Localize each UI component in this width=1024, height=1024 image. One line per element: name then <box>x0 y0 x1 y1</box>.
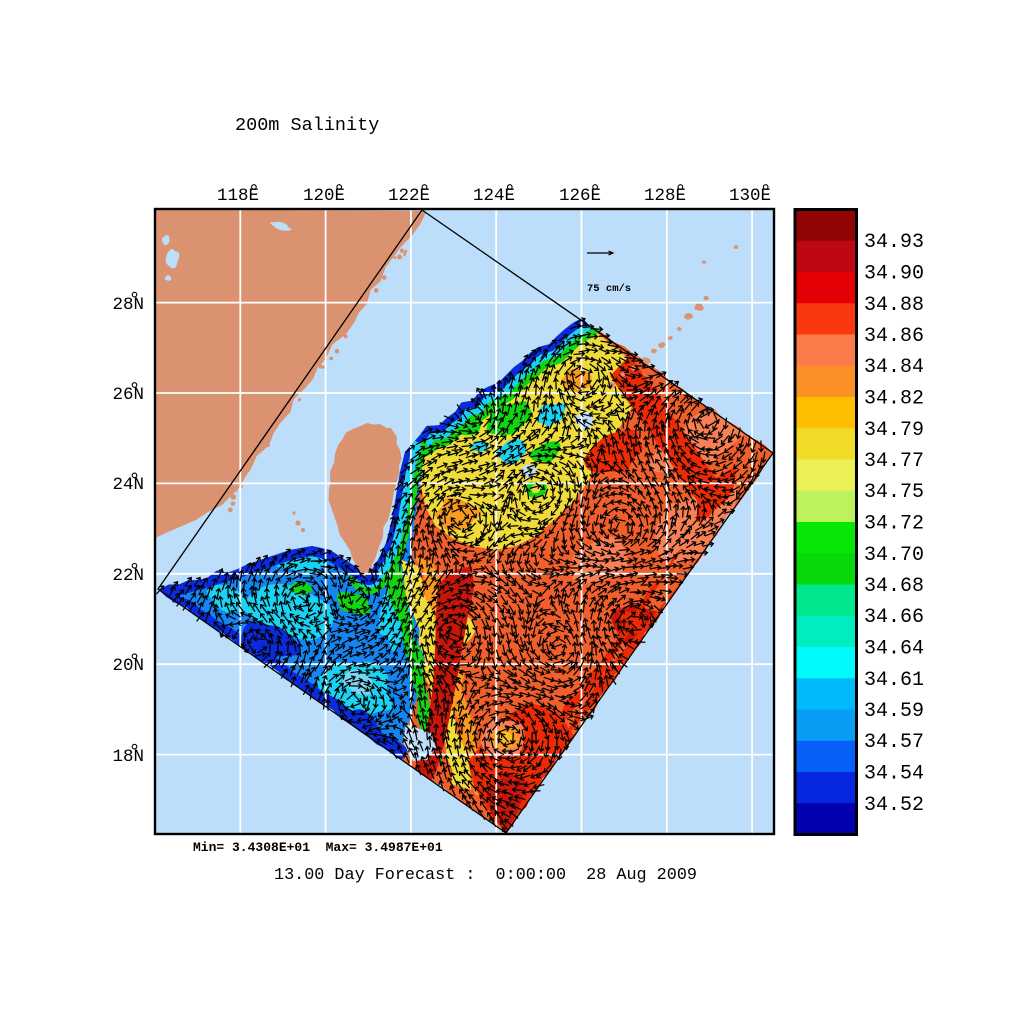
svg-text:34.66: 34.66 <box>864 606 924 629</box>
svg-text:34.57: 34.57 <box>864 731 924 754</box>
svg-text:24N: 24N <box>112 475 144 495</box>
svg-text:34.61: 34.61 <box>864 669 924 692</box>
svg-text:18N: 18N <box>112 747 144 767</box>
svg-text:34.75: 34.75 <box>864 481 924 504</box>
svg-text:34.54: 34.54 <box>864 763 924 786</box>
svg-text:124E: 124E <box>473 186 515 206</box>
svg-text:118E: 118E <box>217 186 259 206</box>
svg-text:34.68: 34.68 <box>864 575 924 598</box>
svg-text:28N: 28N <box>112 295 144 315</box>
svg-text:126E: 126E <box>559 186 601 206</box>
svg-text:34.86: 34.86 <box>864 325 924 348</box>
svg-text:26N: 26N <box>112 385 144 405</box>
svg-text:75 cm/s: 75 cm/s <box>587 283 631 295</box>
svg-text:200m Salinity: 200m Salinity <box>235 115 379 136</box>
svg-text:22N: 22N <box>112 566 144 586</box>
svg-text:122E: 122E <box>388 186 430 206</box>
svg-text:34.84: 34.84 <box>864 356 924 379</box>
svg-text:130E: 130E <box>729 186 771 206</box>
svg-text:34.77: 34.77 <box>864 450 924 473</box>
svg-text:Min= 3.4308E+01 Max= 3.4987E+: Min= 3.4308E+01 Max= 3.4987E+01 <box>193 840 443 855</box>
svg-text:34.90: 34.90 <box>864 263 924 286</box>
svg-text:34.88: 34.88 <box>864 294 924 317</box>
svg-text:34.93: 34.93 <box>864 231 924 254</box>
svg-text:128E: 128E <box>644 186 686 206</box>
svg-text:34.82: 34.82 <box>864 388 924 411</box>
svg-text:34.70: 34.70 <box>864 544 924 567</box>
svg-text:34.59: 34.59 <box>864 700 924 723</box>
svg-text:34.52: 34.52 <box>864 794 924 817</box>
svg-text:120E: 120E <box>303 186 345 206</box>
svg-text:20N: 20N <box>112 656 144 676</box>
svg-text:13.00 Day Forecast : 0:00:00: 13.00 Day Forecast : 0:00:00 28 Aug 2009 <box>274 866 697 885</box>
svg-text:34.72: 34.72 <box>864 513 924 536</box>
svg-text:34.79: 34.79 <box>864 419 924 442</box>
svg-text:34.64: 34.64 <box>864 638 924 661</box>
